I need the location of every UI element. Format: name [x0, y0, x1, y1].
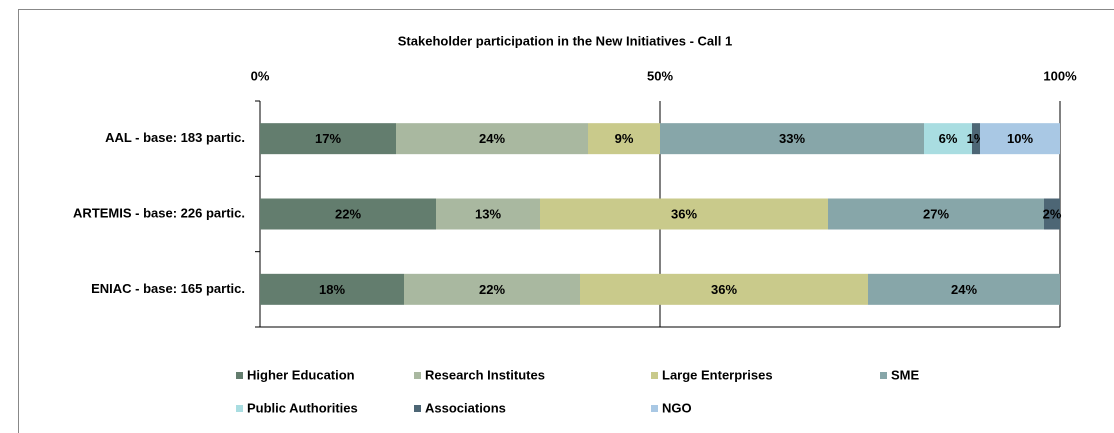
- data-label: 24%: [951, 282, 977, 297]
- data-label: 36%: [671, 206, 697, 221]
- x-tick-label: 0%: [251, 68, 270, 83]
- legend-label: Public Authorities: [247, 400, 358, 415]
- data-label: 13%: [475, 206, 501, 221]
- legend-swatch: [414, 405, 421, 412]
- bar-segment: [260, 123, 396, 155]
- data-label: 17%: [315, 131, 341, 146]
- y-tick-label: ARTEMIS - base: 226 partic.: [73, 205, 245, 220]
- bar-segment: [404, 273, 580, 305]
- bar-segment: [540, 198, 828, 230]
- legend-label: SME: [891, 367, 920, 382]
- legend-swatch: [880, 372, 887, 379]
- bar-segment: [260, 273, 404, 305]
- chart-title: Stakeholder participation in the New Ini…: [398, 33, 732, 48]
- data-label: 36%: [711, 282, 737, 297]
- bar-segment: [260, 198, 436, 230]
- data-label: 6%: [939, 131, 958, 146]
- bar-segment: [580, 273, 868, 305]
- bar-segment: [980, 123, 1060, 155]
- bar-segment: [868, 273, 1060, 305]
- y-tick-label: AAL - base: 183 partic.: [105, 130, 245, 145]
- legend-label: Associations: [425, 400, 506, 415]
- data-label: 10%: [1007, 131, 1033, 146]
- data-label: 27%: [923, 206, 949, 221]
- data-label: 9%: [615, 131, 634, 146]
- legend-swatch: [236, 405, 243, 412]
- data-label: 24%: [479, 131, 505, 146]
- bar-segment: [924, 123, 972, 155]
- x-tick-label: 100%: [1043, 68, 1077, 83]
- bar-segment: [828, 198, 1044, 230]
- x-tick-label: 50%: [647, 68, 673, 83]
- legend-swatch: [414, 372, 421, 379]
- y-tick-label: ENIAC - base: 165 partic.: [91, 281, 245, 296]
- bar-segment: [660, 123, 924, 155]
- data-label: 22%: [335, 206, 361, 221]
- data-label: 2%: [1043, 206, 1062, 221]
- legend-label: Research Institutes: [425, 367, 545, 382]
- legend-label: NGO: [662, 400, 692, 415]
- chart-border: [18, 9, 1114, 433]
- bar-segment: [396, 123, 588, 155]
- legend-label: Large Enterprises: [662, 367, 773, 382]
- data-label: 18%: [319, 282, 345, 297]
- legend-swatch: [236, 372, 243, 379]
- bar-segment: [436, 198, 540, 230]
- bar-segment: [1044, 198, 1060, 230]
- data-label: 22%: [479, 282, 505, 297]
- bar-segment: [588, 123, 660, 155]
- legend-swatch: [651, 372, 658, 379]
- data-label: 33%: [779, 131, 805, 146]
- legend-swatch: [651, 405, 658, 412]
- bar-segment: [972, 123, 980, 155]
- legend-label: Higher Education: [247, 367, 355, 382]
